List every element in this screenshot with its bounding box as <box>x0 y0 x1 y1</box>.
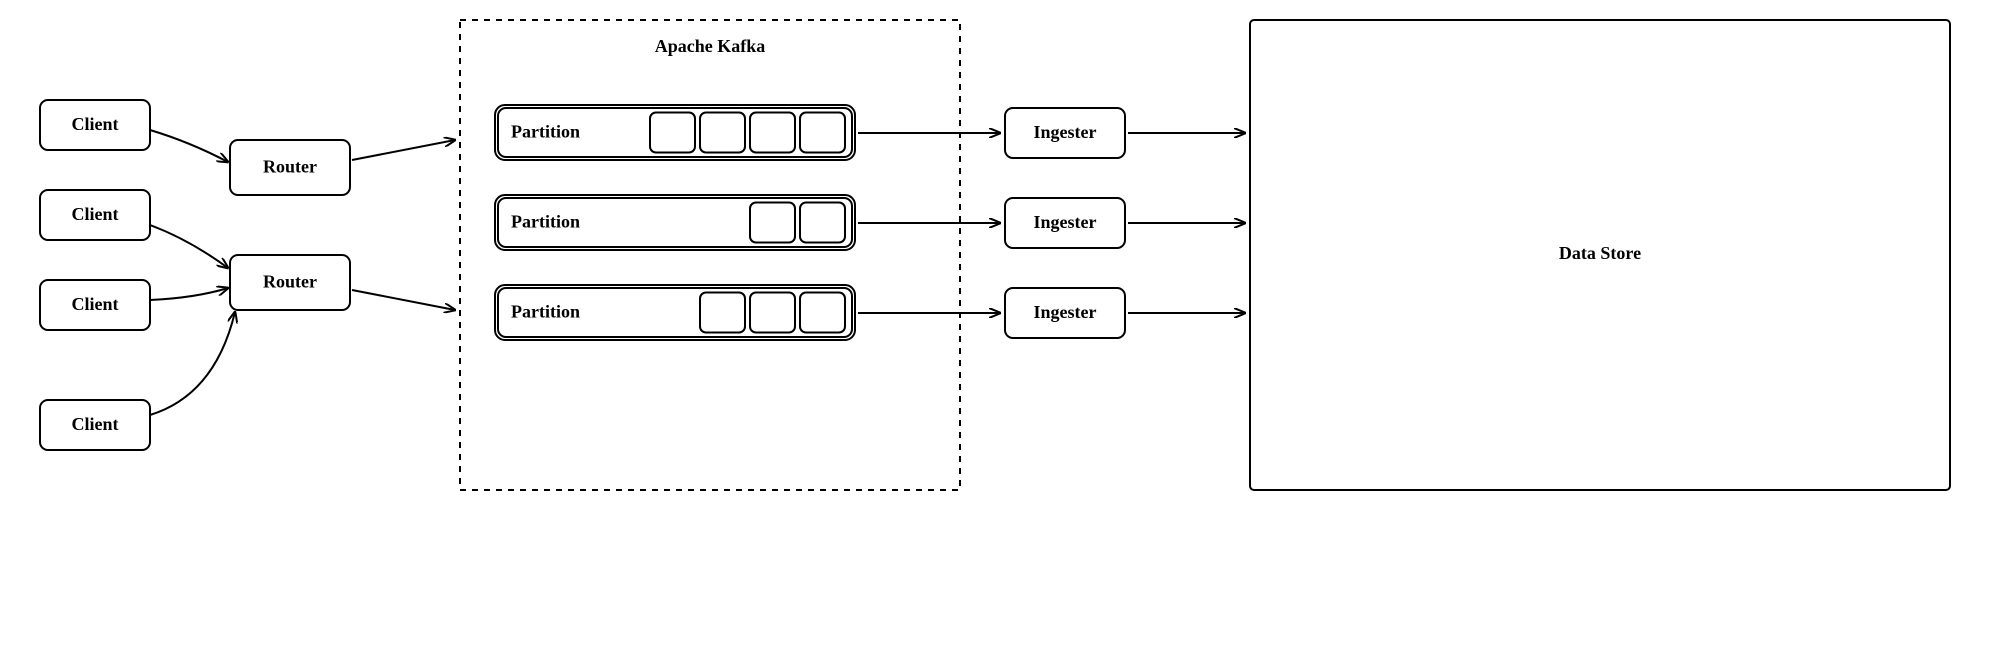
partition-2-msg-2 <box>750 203 795 243</box>
ingester-node-2-label: Ingester <box>1034 212 1097 232</box>
arrow-router2-to-kafka <box>352 290 455 310</box>
arrow-client2-to-router2 <box>150 225 228 268</box>
partition-label-1: Partition <box>511 122 580 142</box>
kafka-container-border <box>460 20 960 490</box>
router-node-2: Router <box>230 255 350 310</box>
partition-1-msg-1 <box>800 113 845 153</box>
partition-1-msg-4 <box>650 113 695 153</box>
ingester-node-3: Ingester <box>1005 288 1125 338</box>
partition-node-3: Partition <box>495 285 855 340</box>
client-node-3-label: Client <box>72 294 119 314</box>
ingester-node-2: Ingester <box>1005 198 1125 248</box>
partition-2-msg-1 <box>800 203 845 243</box>
client-node-4: Client <box>40 400 150 450</box>
client-node-4-label: Client <box>72 414 119 434</box>
datastore-node: Data Store <box>1250 20 1950 490</box>
router-node-1: Router <box>230 140 350 195</box>
kafka-container: Apache Kafka <box>460 20 960 490</box>
ingester-node-3-label: Ingester <box>1034 302 1097 322</box>
partition-3-msg-3 <box>700 293 745 333</box>
partition-node-2: Partition <box>495 195 855 250</box>
client-node-3: Client <box>40 280 150 330</box>
client-node-2: Client <box>40 190 150 240</box>
kafka-container-label: Apache Kafka <box>655 36 766 56</box>
ingester-node-1: Ingester <box>1005 108 1125 158</box>
partition-label-2: Partition <box>511 212 580 232</box>
router-node-2-label: Router <box>263 272 317 292</box>
client-node-2-label: Client <box>72 204 119 224</box>
partition-1-msg-2 <box>750 113 795 153</box>
client-node-1-label: Client <box>72 114 119 134</box>
partition-3-msg-2 <box>750 293 795 333</box>
router-node-1-label: Router <box>263 157 317 177</box>
partition-node-1: Partition <box>495 105 855 160</box>
client-node-1: Client <box>40 100 150 150</box>
arrow-client3-to-router2 <box>150 288 228 300</box>
datastore-label: Data Store <box>1559 243 1641 263</box>
partition-3-msg-1 <box>800 293 845 333</box>
arrow-client1-to-router1 <box>150 130 228 162</box>
arrow-router1-to-kafka <box>352 140 455 160</box>
ingester-node-1-label: Ingester <box>1034 122 1097 142</box>
arrow-client4-to-router2 <box>150 312 235 415</box>
partition-1-msg-3 <box>700 113 745 153</box>
architecture-diagram: Apache Kafka Data Store Client Client Client… <box>0 0 1999 657</box>
partition-label-3: Partition <box>511 302 580 322</box>
